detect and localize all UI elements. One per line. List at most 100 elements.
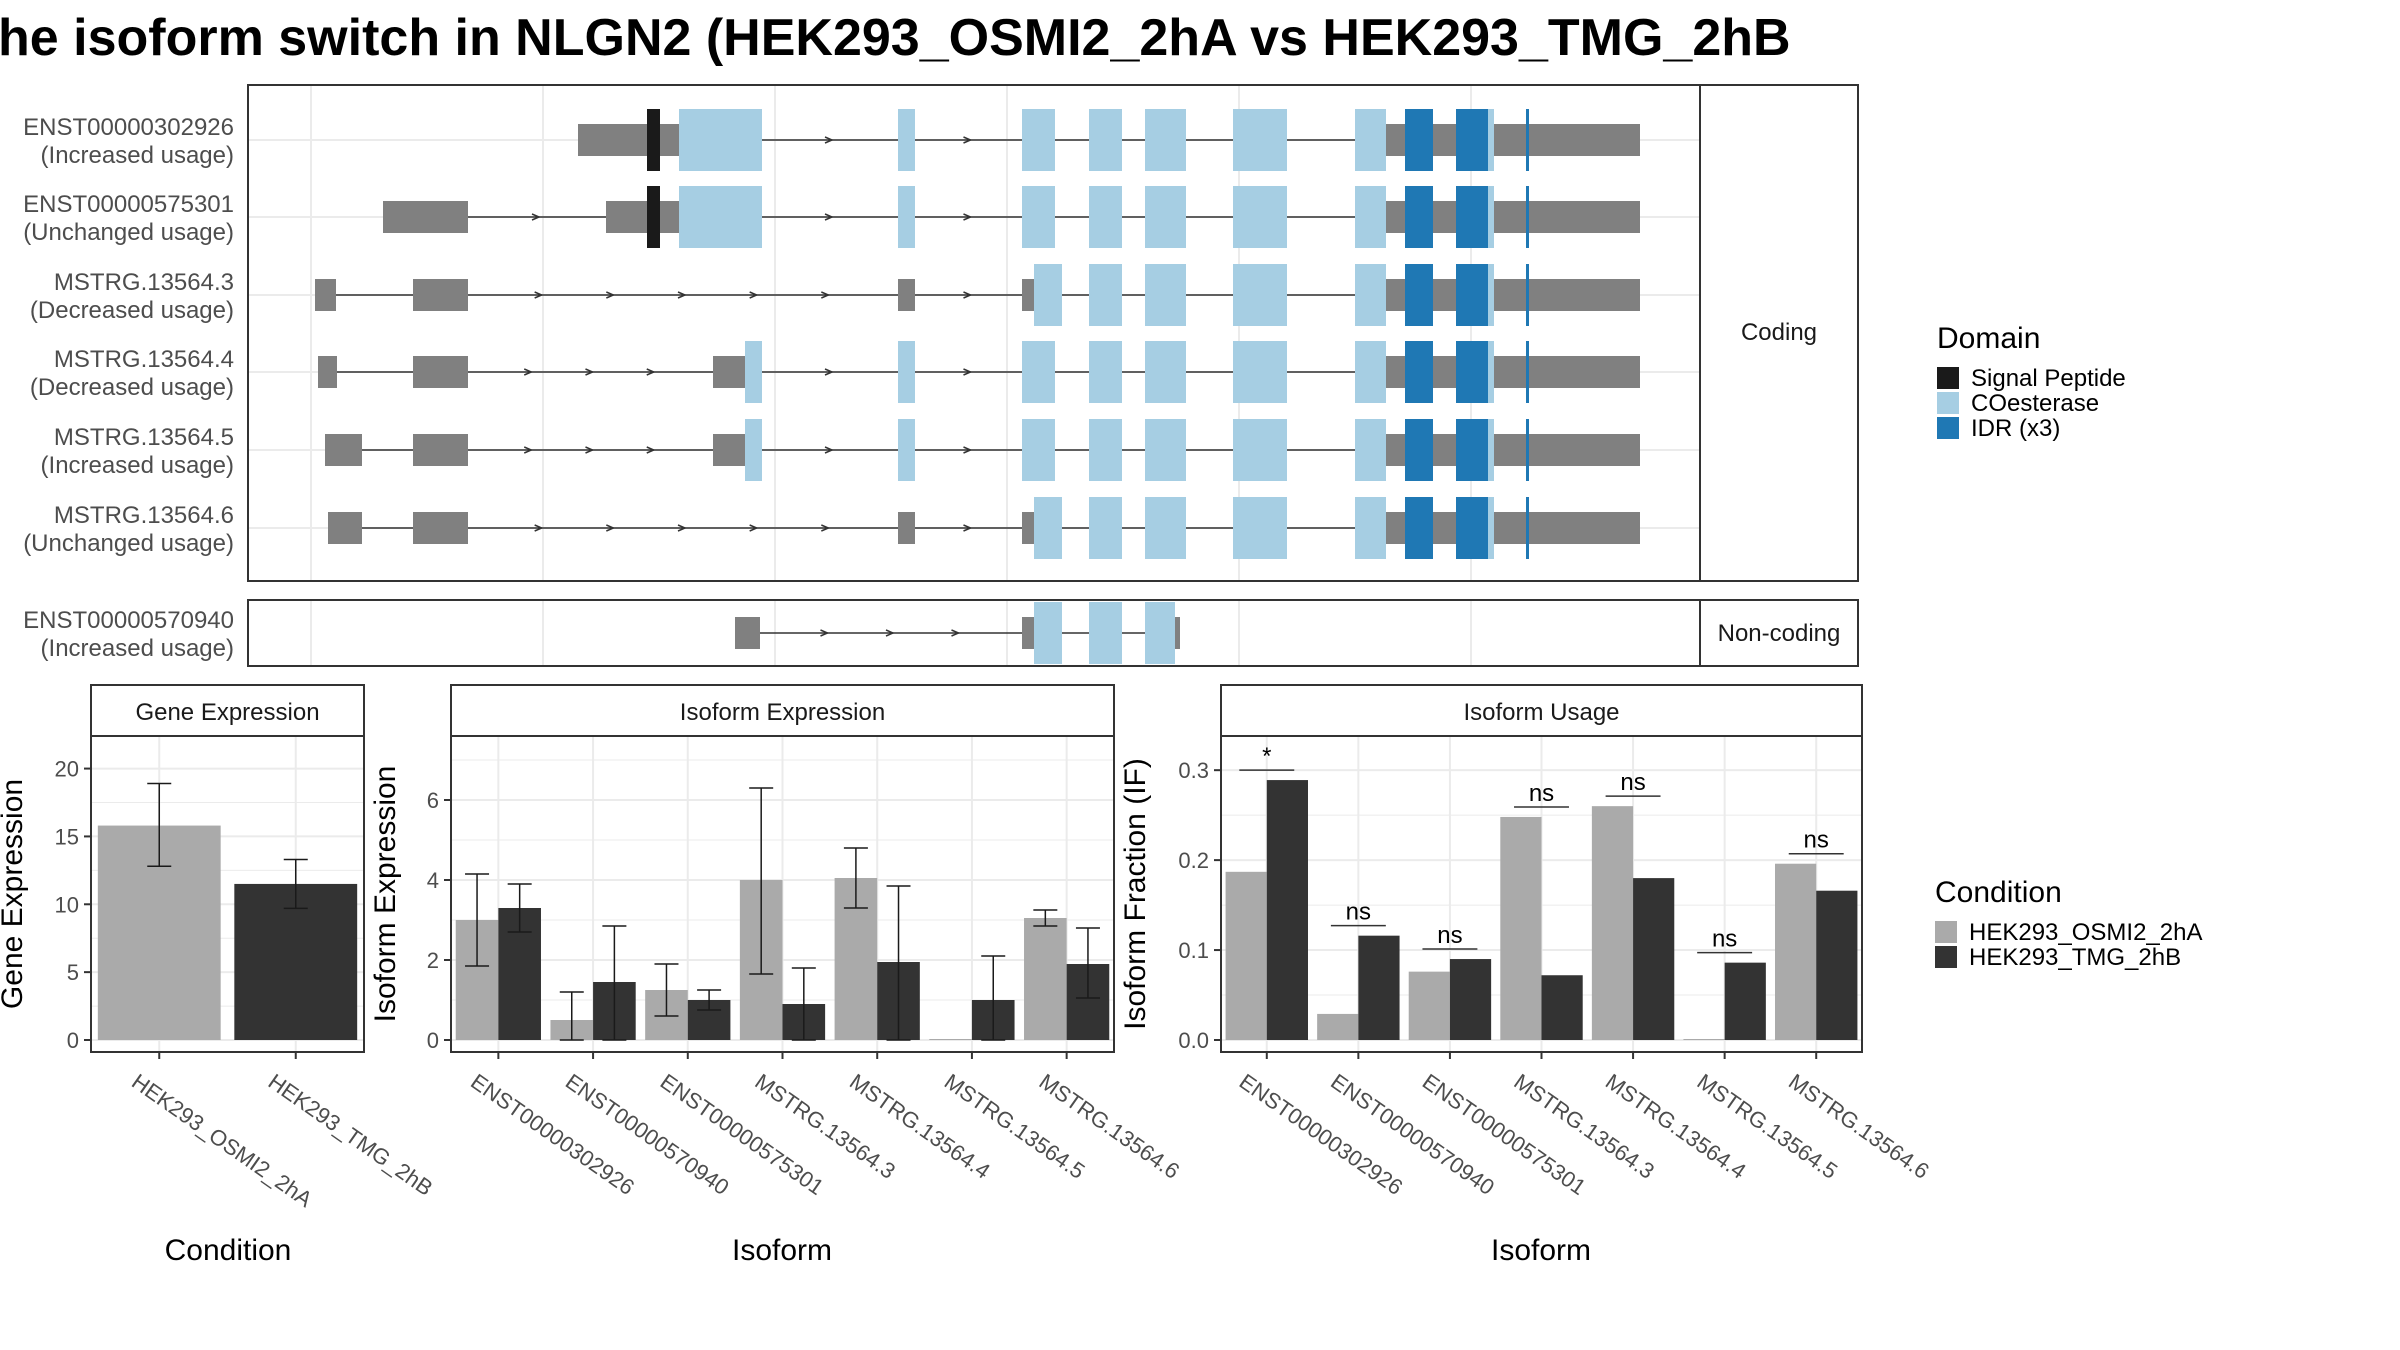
bar [1775,863,1817,1040]
significance-label: ns [1437,922,1462,949]
intron-arrow [677,291,687,299]
domain-legend-label: IDR (x3) [1971,415,2060,442]
domain-legend-swatch [1937,367,1959,389]
utr-exon [1529,279,1640,311]
utr-exon [1386,434,1405,466]
transcript-track [318,341,1640,403]
significance-label: ns [1620,769,1645,796]
utr-exon [1386,279,1405,311]
idr-exon [1456,497,1488,559]
transcript-track [325,419,1640,481]
intron-arrow [523,368,534,376]
utr-exon [1529,512,1640,544]
condition-legend-label: HEK293_TMG_2hB [1969,944,2181,971]
coesterase-exon [1233,109,1287,171]
utr-exon [1433,356,1456,388]
intron-arrow [606,524,616,532]
coesterase-exon [1355,109,1386,171]
coesterase-exon [1145,419,1186,481]
y-tick-label: 2 [427,948,439,973]
intron-arrow [963,213,973,221]
idr-exon [1456,419,1488,481]
isoform-label-id: MSTRG.13564.5 [54,424,234,451]
utr-exon [1529,201,1640,233]
coesterase-exon [898,109,915,171]
isoform-label-usage: (Increased usage) [41,452,234,479]
strip-label: Isoform Usage [1463,699,1619,726]
coesterase-exon [1233,186,1287,248]
idr-exon [1526,497,1529,559]
y-axis-title: Isoform Fraction (IF) [1119,758,1152,1030]
y-tick-label: 20 [55,757,79,782]
utr-exon [713,356,745,388]
coesterase-exon [1145,497,1186,559]
coesterase-exon [745,419,762,481]
x-axis-title: Isoform [732,1234,832,1267]
utr-exon [713,434,745,466]
isoform-label-usage: (Increased usage) [41,142,234,169]
coding-strip [1699,84,1859,582]
idr-exon [1526,341,1529,403]
utr-exon [318,356,337,388]
intron-arrow [585,368,595,376]
isoform-label-usage: (Increased usage) [41,635,234,662]
utr-exon [383,201,468,233]
bar [1317,1013,1359,1040]
significance-label: ns [1346,899,1371,926]
bar [1683,1039,1725,1040]
coesterase-exon [1022,341,1055,403]
utr-exon [1529,356,1640,388]
strip-box [450,684,1115,737]
condition-legend-swatch [1935,921,1957,943]
coesterase-exon [898,419,915,481]
idr-exon [1456,186,1488,248]
idr-exon [1456,341,1488,403]
utr-exon [1386,124,1405,156]
idr-exon [1405,186,1433,248]
y-tick-label: 6 [427,788,439,813]
utr-exon [413,512,468,544]
idr-exon [1526,109,1529,171]
bar [1408,971,1450,1040]
coesterase-exon [1233,264,1287,326]
coesterase-exon [1145,602,1175,664]
intron-arrow [963,524,973,532]
isoform-label-usage: (Decreased usage) [30,297,234,324]
significance-label: ns [1804,827,1829,854]
isoform-label-id: MSTRG.13564.6 [54,502,234,529]
signal-peptide-exon [647,186,660,248]
bar [234,883,358,1040]
idr-exon [1405,341,1433,403]
x-tick-label: ENST00000570940 [1326,1069,1499,1200]
y-axis-title: Isoform Expression [369,766,402,1023]
utr-exon [413,434,468,466]
y-tick-label: 0.0 [1178,1028,1209,1053]
significance-label: ns [1529,780,1554,807]
intron-arrow [963,136,973,144]
strip-label: Gene Expression [135,699,319,726]
coesterase-exon [898,186,915,248]
utr-exon [1386,201,1405,233]
isoform-label-id: ENST00000575301 [23,191,234,218]
bar [1591,806,1634,1040]
transcript-track [315,264,1640,326]
intron-arrow [963,291,973,299]
utr-exon [898,279,915,311]
bar [1500,816,1542,1040]
y-axis-title: Gene Expression [0,779,29,1009]
condition-legend-title: Condition [1935,876,2062,909]
domain-legend-swatch [1937,417,1959,439]
noncoding-strip-label: Non-coding [1718,620,1841,647]
domain-legend-swatch [1937,392,1959,414]
coesterase-exon [1089,419,1122,481]
utr-exon [1529,124,1640,156]
intron-arrow [821,524,831,532]
isoform-usage-chart: Isoform Usage * ns ns ns ns ns ns 0.0 0.1 0.2 0.3 EN… [1119,684,1934,1267]
intron-arrow [885,629,895,637]
isoform-label-usage: (Decreased usage) [30,374,234,401]
intron-arrow [531,213,541,221]
coding-transcript-tracks [315,109,1640,559]
coesterase-exon [1022,109,1055,171]
transcript-track [578,109,1640,171]
